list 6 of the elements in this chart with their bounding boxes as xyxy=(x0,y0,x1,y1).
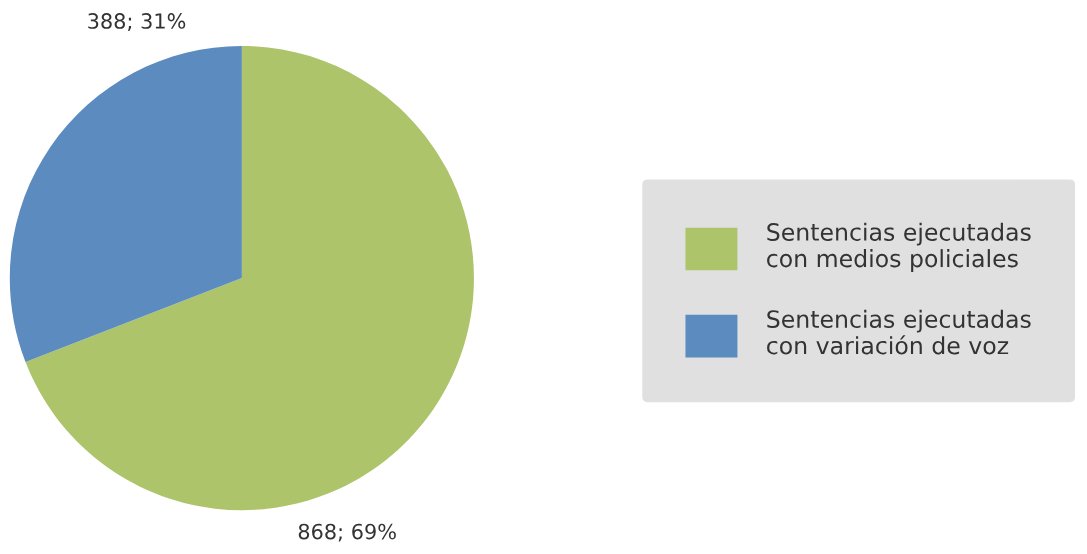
legend-label: Sentencias ejecutadas con medios policiales xyxy=(767,222,1031,272)
pie-slice xyxy=(9,46,242,363)
pie-slice xyxy=(25,46,474,511)
data-label: 388; 31% xyxy=(88,13,186,31)
data-label: 868; 69% xyxy=(298,523,396,542)
legend-label: Sentencias ejecutadas con variación de voz xyxy=(767,309,1031,355)
